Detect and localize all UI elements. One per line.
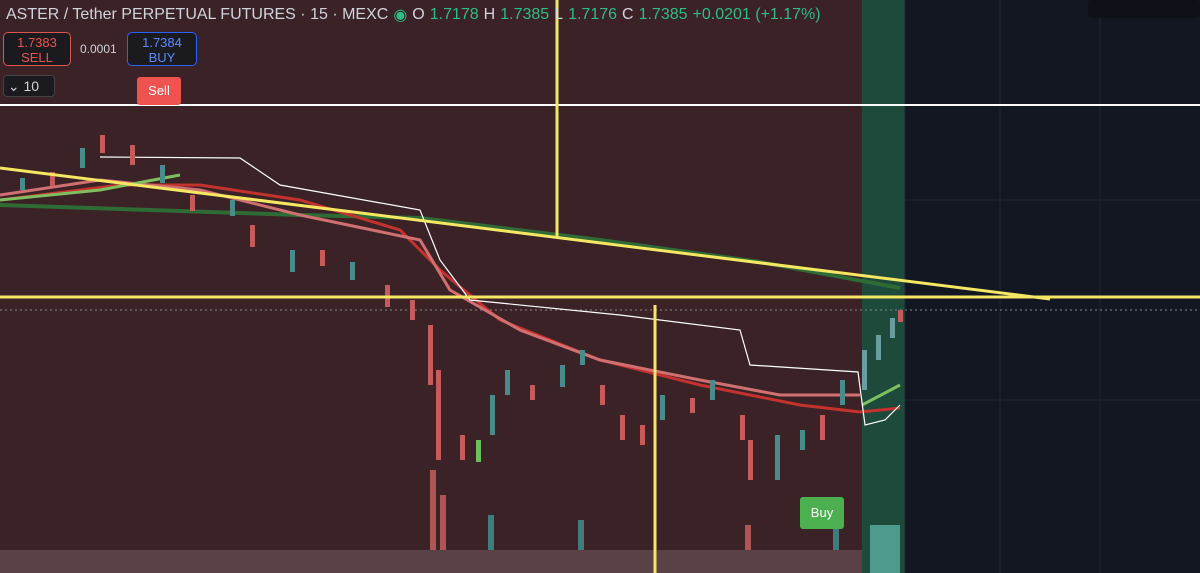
candle — [890, 318, 895, 338]
candle — [80, 148, 85, 168]
candle — [876, 335, 881, 360]
buy-marker: Buy — [800, 497, 844, 529]
sell-label: SELL — [21, 50, 53, 65]
header: ASTER / Tether PERPETUAL FUTURES · 15 · … — [0, 0, 866, 30]
candle — [428, 325, 433, 385]
candle — [840, 380, 845, 405]
ohlc-value: 1.7385 — [500, 6, 550, 23]
candle — [898, 310, 903, 322]
candle — [820, 415, 825, 440]
ma-green — [0, 173, 901, 407]
ohlc-label: L — [554, 6, 564, 23]
candle — [748, 440, 753, 480]
candle — [620, 415, 625, 440]
candle — [230, 200, 235, 216]
buy-label: BUY — [148, 50, 176, 65]
grid — [904, 0, 1200, 573]
change: +0.0201 (+1.17%) — [692, 6, 821, 23]
volume — [0, 470, 900, 573]
volume-bar — [430, 470, 436, 573]
quantity: 10 — [23, 78, 40, 94]
ohlc-value: 1.7385 — [638, 6, 688, 23]
spread: 0.0001 — [80, 42, 117, 56]
volume-bar — [578, 520, 584, 573]
candle — [640, 425, 645, 445]
candle — [530, 385, 535, 400]
candle — [600, 385, 605, 405]
ohlc-label: H — [483, 6, 496, 23]
ohlc-value: 1.7176 — [568, 6, 618, 23]
candle — [490, 395, 495, 435]
volume-bar — [488, 515, 494, 573]
candle — [190, 195, 195, 211]
candle — [580, 350, 585, 365]
candle — [410, 300, 415, 320]
candle — [862, 350, 867, 390]
candle — [740, 415, 745, 440]
candle — [436, 370, 441, 460]
vwap-line — [99, 156, 901, 426]
candle — [320, 250, 325, 266]
sell-button[interactable]: 1.7383 SELL — [3, 32, 71, 66]
candle — [50, 172, 55, 186]
candle — [710, 380, 715, 400]
candle — [560, 365, 565, 387]
candle — [130, 145, 135, 165]
candle — [20, 178, 25, 190]
trend-line — [0, 166, 1051, 301]
status-dot: ◉ — [393, 7, 408, 24]
candle — [160, 165, 165, 183]
candle — [690, 398, 695, 413]
candle — [775, 435, 780, 480]
volume-bar — [870, 525, 900, 573]
ohlc-label: O — [412, 6, 425, 23]
candle — [505, 370, 510, 395]
toolbar[interactable] — [1088, 0, 1200, 18]
candle — [800, 430, 805, 450]
candle — [250, 225, 255, 247]
volume-bar — [440, 495, 446, 573]
candle — [476, 440, 481, 462]
ohlc-value: 1.7178 — [429, 6, 479, 23]
symbol: ASTER / Tether PERPETUAL FUTURES · 15 · … — [6, 6, 389, 23]
buy-price: 1.7384 — [142, 35, 182, 50]
candle — [100, 135, 105, 153]
volume-base — [0, 550, 862, 573]
ohlc-label: C — [622, 6, 634, 23]
ma-red — [0, 183, 901, 414]
candle — [460, 435, 465, 460]
volume-bar — [745, 525, 751, 573]
candle — [660, 395, 665, 420]
sell-price: 1.7383 — [17, 35, 57, 50]
quantity-control[interactable]: ⌄ 10 — [3, 75, 55, 97]
ma-band — [0, 178, 860, 397]
candle — [350, 262, 355, 280]
buy-button[interactable]: 1.7384 BUY — [127, 32, 197, 66]
candle — [290, 250, 295, 272]
sell-marker: Sell — [137, 77, 181, 105]
